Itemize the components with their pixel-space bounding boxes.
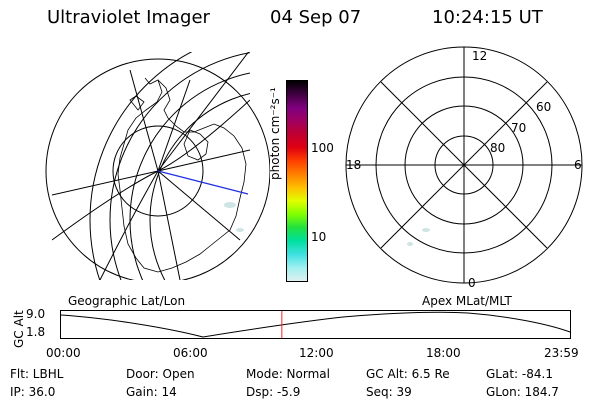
aurora-patch [224,202,236,208]
coastline [117,77,247,273]
meridian-line [157,170,181,280]
mlt-meridian [380,81,548,249]
colorbar-tick-label: 100 [311,141,334,155]
coastline [183,129,209,161]
gain-info: Gain: 14 [126,385,177,399]
gc-alt-info: GC Alt: 6.5 Re [366,367,450,381]
timeline-ytick-label: 1.8 [26,325,46,339]
meridian-line [157,149,250,172]
meridian-line [52,170,159,196]
ip-info: IP: 36.0 [10,385,56,399]
date-label: 04 Sep 07 [270,7,362,28]
aurora-patch [236,228,244,232]
meridian-line [52,99,250,241]
altitude-timeline [60,310,571,339]
aurora-patch [422,228,430,232]
filter-info: Flt: LBHL [10,367,64,381]
mlt-label-12: 12 [472,49,487,63]
timeline-xtick-label: 00:00 [46,346,81,360]
colorbar-unit-label: photon cm⁻²s⁻¹ [268,87,282,180]
timeline-xtick-label: 06:00 [173,346,208,360]
noon-meridian-line [157,170,249,195]
seq-info: Seq: 39 [366,385,412,399]
colorbar [286,80,308,282]
colorbar-gradient [287,81,307,281]
timeline-xtick-label: 12:00 [299,346,334,360]
door-info: Door: Open [126,367,195,381]
dsp-info: Dsp: -5.9 [246,385,301,399]
altitude-curve [60,311,571,338]
glat-info: GLat: -84.1 [486,367,553,381]
right-map-caption: Apex MLat/MLT [422,294,512,308]
glon-info: GLon: 184.7 [486,385,559,399]
timeline-xtick-label: 23:59 [544,346,579,360]
mlat-label-70: 70 [511,121,526,135]
lat-circle [129,72,250,280]
meridian-line [157,79,191,172]
mlat-label-80: 80 [490,141,505,155]
mlt-label-0: 0 [468,276,476,290]
timeline-ytick-label: 9.0 [26,307,46,321]
mlat-label-60: 60 [536,100,551,114]
colorbar-tick-label: 10 [311,230,327,244]
meridian-line [129,69,159,172]
mlat-mlt-map: 12 6 0 18 60 70 80 [345,46,583,290]
left-map-caption: Geographic Lat/Lon [68,294,186,308]
mlt-label-18: 18 [346,158,361,172]
meridian-line [157,170,241,241]
coastline [129,95,145,111]
mode-info: Mode: Normal [246,367,330,381]
fov-circle [45,58,270,280]
time-label: 10:24:15 UT [432,7,543,28]
aurora-patch [407,242,413,246]
lat-circle [109,52,250,280]
mlt-label-6: 6 [574,158,582,172]
lat-circle [149,93,250,280]
meridian-line [157,52,250,172]
timeline-xtick-label: 18:00 [426,346,461,360]
instrument-title: Ultraviolet Imager [47,7,210,28]
lat-circle [89,52,193,280]
inner-lat-circle [112,125,204,217]
geographic-map [45,52,270,280]
timeline-frame [60,310,571,339]
meridian-line [99,170,159,280]
timeline-ylabel: GC Alt [12,310,26,348]
